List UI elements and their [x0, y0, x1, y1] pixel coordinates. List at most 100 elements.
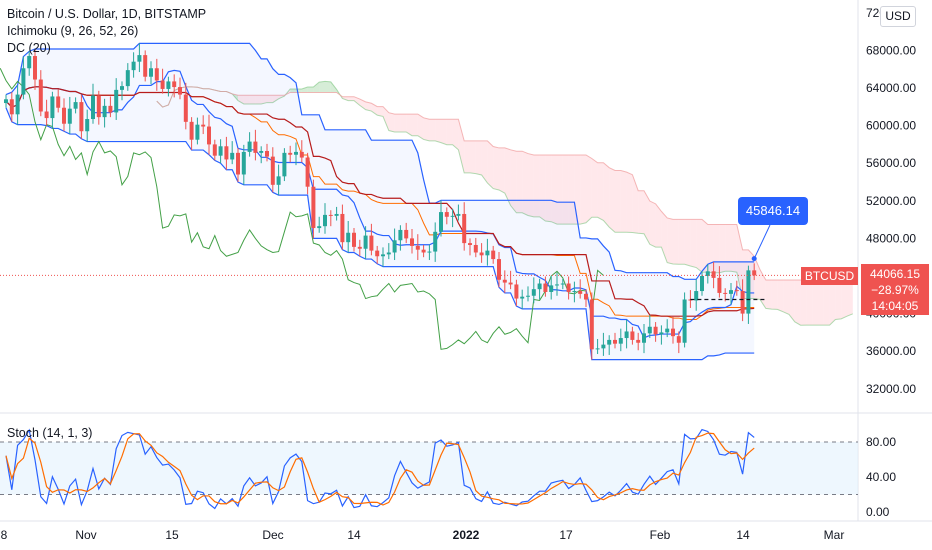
- candle-body: [392, 240, 397, 253]
- senkou-span-a: [156, 80, 853, 326]
- bar-countdown: 14:04:05: [871, 299, 919, 313]
- ichimoku-cloud-segment: [388, 112, 395, 132]
- candle-body: [746, 270, 751, 314]
- ichimoku-cloud-segment: [847, 279, 853, 317]
- last-price-label: 44066.15 −28.97% 14:04:05: [861, 264, 929, 315]
- ichimoku-cloud-segment: [777, 279, 784, 312]
- ichimoku-cloud-segment: [267, 95, 273, 103]
- candle-body: [73, 102, 78, 109]
- candle-body: [96, 95, 101, 118]
- ichimoku-cloud-segment: [615, 170, 621, 233]
- candle-body: [630, 331, 635, 340]
- ichimoku-cloud-segment: [765, 279, 772, 310]
- candle-body: [752, 270, 757, 276]
- candle-body: [717, 277, 722, 293]
- ichimoku-cloud-segment: [649, 201, 656, 248]
- candle-body: [421, 249, 426, 253]
- ichimoku-cloud-segment: [394, 114, 401, 132]
- candle-body: [218, 146, 223, 156]
- candle-body: [178, 87, 182, 95]
- price-tick: 68000.00: [866, 43, 916, 57]
- candle-body: [723, 292, 728, 294]
- candle-body: [526, 295, 530, 297]
- stoch-label[interactable]: Stoch (14, 1, 3): [7, 426, 93, 440]
- candle-body: [398, 229, 403, 241]
- candle-body: [4, 99, 8, 104]
- candle-body: [479, 252, 484, 256]
- candle-body: [682, 299, 687, 343]
- candle-body: [694, 291, 699, 301]
- time-tick: 17: [559, 528, 573, 542]
- candle-body: [578, 291, 583, 294]
- ichimoku-label[interactable]: Ichimoku (9, 26, 52, 26): [7, 24, 139, 38]
- ichimoku-cloud-segment: [638, 190, 644, 234]
- ichimoku-cloud-segment: [678, 219, 685, 265]
- candle-body: [381, 254, 385, 257]
- candle-body: [294, 151, 298, 155]
- ichimoku-cloud-segment: [429, 119, 436, 141]
- candle-body: [311, 186, 316, 229]
- ichimoku-cloud-segment: [383, 106, 389, 131]
- candle-body: [328, 214, 333, 216]
- candle-body: [323, 214, 327, 227]
- chikou-span: [0, 68, 604, 350]
- ichimoku-cloud-segment: [499, 147, 505, 194]
- candle-body: [450, 215, 455, 217]
- ichimoku-cloud-segment: [533, 154, 540, 217]
- candle-body: [149, 68, 153, 77]
- candle-body: [50, 96, 55, 119]
- candle-body: [9, 99, 14, 115]
- donchian-lower: [5, 107, 755, 361]
- candle-body: [386, 252, 391, 255]
- candle-body: [636, 339, 641, 343]
- ichimoku-cloud-segment: [568, 154, 575, 225]
- price-tick: 60000.00: [866, 119, 916, 133]
- candle-body: [647, 326, 652, 334]
- stoch-tick: 80.00: [866, 435, 896, 449]
- ichimoku-cloud-segment: [290, 88, 296, 93]
- price-tick: 64000.00: [866, 81, 916, 95]
- ichimoku-cloud-segment: [719, 224, 726, 273]
- candle-body: [79, 102, 84, 132]
- price-tick: 56000.00: [866, 156, 916, 170]
- candle-body: [433, 231, 438, 252]
- symbol-title[interactable]: Bitcoin / U.S. Dollar, 1D, BITSTAMP: [7, 7, 207, 21]
- ichimoku-cloud-segment: [591, 158, 598, 218]
- ichimoku-cloud-segment: [823, 279, 830, 326]
- ichimoku-cloud-segment: [475, 140, 482, 175]
- candle-body: [410, 238, 414, 246]
- ichimoku-cloud-segment: [458, 119, 465, 173]
- candle-body: [531, 289, 536, 296]
- price-callout[interactable]: 45846.14: [738, 197, 808, 225]
- candle-body: [282, 152, 287, 177]
- ichimoku-cloud-segment: [493, 146, 499, 190]
- candle-body: [108, 105, 113, 113]
- currency-button[interactable]: USD: [880, 6, 916, 27]
- tenkan-sen: [5, 69, 755, 339]
- candle-body: [595, 348, 600, 350]
- ichimoku-cloud-segment: [812, 279, 818, 326]
- ichimoku-cloud-segment: [557, 154, 563, 225]
- callout-anchor: [751, 256, 757, 262]
- candle-body: [15, 94, 20, 115]
- ichimoku-cloud-segment: [441, 119, 447, 145]
- candle-body: [537, 283, 542, 290]
- candle-body: [236, 152, 240, 175]
- ichimoku-cloud-segment: [562, 154, 569, 225]
- ichimoku-cloud-segment: [690, 219, 697, 268]
- donchian-label[interactable]: DC (20): [7, 41, 51, 55]
- ichimoku-cloud-segment: [446, 119, 453, 145]
- candle-body: [676, 336, 681, 343]
- ichimoku-cloud-segment: [481, 140, 488, 183]
- candle-body: [183, 94, 188, 122]
- candle-body: [120, 86, 124, 90]
- candle-body: [589, 299, 594, 350]
- candle-body: [584, 293, 588, 300]
- ichimoku-cloud-segment: [539, 154, 546, 222]
- candle-body: [572, 291, 577, 293]
- time-tick: Feb: [650, 528, 671, 542]
- ichimoku-cloud-segment: [835, 279, 842, 320]
- ichimoku-cloud-segment: [301, 87, 308, 93]
